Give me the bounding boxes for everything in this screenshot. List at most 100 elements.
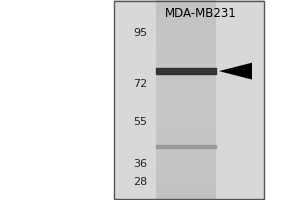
Bar (156, 93, 216, 95)
Bar (156, 63, 216, 65)
Text: 55: 55 (133, 117, 147, 127)
Bar (156, 181, 216, 183)
Bar (156, 126, 216, 128)
Bar (156, 128, 216, 130)
Bar (156, 70, 216, 72)
Bar (156, 44, 216, 46)
Bar (156, 137, 216, 139)
Bar (156, 65, 216, 67)
Bar (156, 8, 216, 10)
Bar (156, 59, 216, 61)
Bar (156, 1, 216, 3)
Bar (156, 6, 216, 8)
Bar (156, 41, 216, 43)
Bar (156, 170, 216, 172)
Bar (156, 3, 216, 5)
Bar (156, 17, 216, 19)
Bar (156, 89, 216, 91)
Bar (156, 124, 216, 126)
Bar (156, 75, 216, 77)
Bar (156, 135, 216, 137)
Bar (156, 53, 216, 55)
Bar (156, 140, 216, 142)
Bar (156, 99, 216, 101)
Bar (156, 110, 216, 112)
Bar (156, 136, 216, 138)
Bar (156, 108, 216, 110)
Text: 28: 28 (133, 177, 147, 187)
Bar (156, 144, 216, 146)
Bar (156, 152, 216, 154)
Bar (156, 11, 216, 13)
Bar (156, 73, 216, 75)
Bar (156, 103, 216, 105)
Bar (156, 67, 216, 69)
Bar (156, 161, 216, 163)
Bar (156, 159, 216, 161)
Bar (156, 82, 216, 84)
Bar (156, 96, 216, 98)
Bar (156, 147, 216, 149)
Bar (156, 187, 216, 189)
Bar (156, 167, 216, 169)
Bar (156, 111, 216, 113)
Bar (156, 188, 216, 190)
Bar (156, 13, 216, 15)
Bar (156, 46, 216, 48)
Bar (156, 154, 216, 156)
Bar (114, 1, 264, 199)
Bar (156, 189, 216, 191)
Bar (156, 165, 216, 167)
Bar (156, 26, 216, 28)
Bar (156, 192, 216, 194)
Bar (156, 42, 216, 44)
Bar (156, 176, 216, 178)
Bar (156, 112, 216, 114)
Bar (156, 174, 216, 176)
Bar (156, 115, 216, 117)
Bar (156, 183, 216, 185)
Bar (156, 86, 216, 88)
Bar (156, 106, 216, 108)
Bar (156, 50, 216, 52)
Bar (156, 138, 216, 140)
Bar (156, 130, 216, 132)
Bar (156, 71, 216, 73)
Bar (156, 12, 216, 14)
Bar (156, 19, 216, 21)
Bar (156, 164, 216, 166)
Bar (156, 179, 216, 181)
Bar (156, 120, 216, 122)
Bar (156, 57, 216, 59)
Bar (156, 101, 216, 103)
Bar (156, 49, 216, 51)
Bar (156, 61, 216, 63)
Bar (156, 23, 216, 25)
Text: MDA-MB231: MDA-MB231 (165, 7, 237, 20)
Bar (156, 114, 216, 116)
Bar (156, 16, 216, 18)
Bar (156, 95, 216, 97)
Bar (156, 5, 216, 7)
Bar (156, 168, 216, 170)
Bar (156, 145, 216, 147)
Bar (156, 24, 216, 26)
Bar (156, 153, 216, 155)
Bar (156, 166, 216, 168)
Bar (114, 0, 264, 200)
Bar (156, 31, 216, 33)
Bar (156, 102, 216, 104)
Bar (156, 7, 216, 9)
Bar (156, 32, 216, 34)
Bar (156, 156, 216, 158)
Bar (156, 20, 216, 22)
Bar (156, 117, 216, 119)
Bar (156, 122, 216, 124)
Bar (156, 40, 216, 42)
Bar (156, 90, 216, 92)
Bar (156, 180, 216, 182)
Bar (156, 55, 216, 57)
Bar (156, 18, 216, 20)
Bar (156, 113, 216, 115)
Bar (156, 158, 216, 160)
